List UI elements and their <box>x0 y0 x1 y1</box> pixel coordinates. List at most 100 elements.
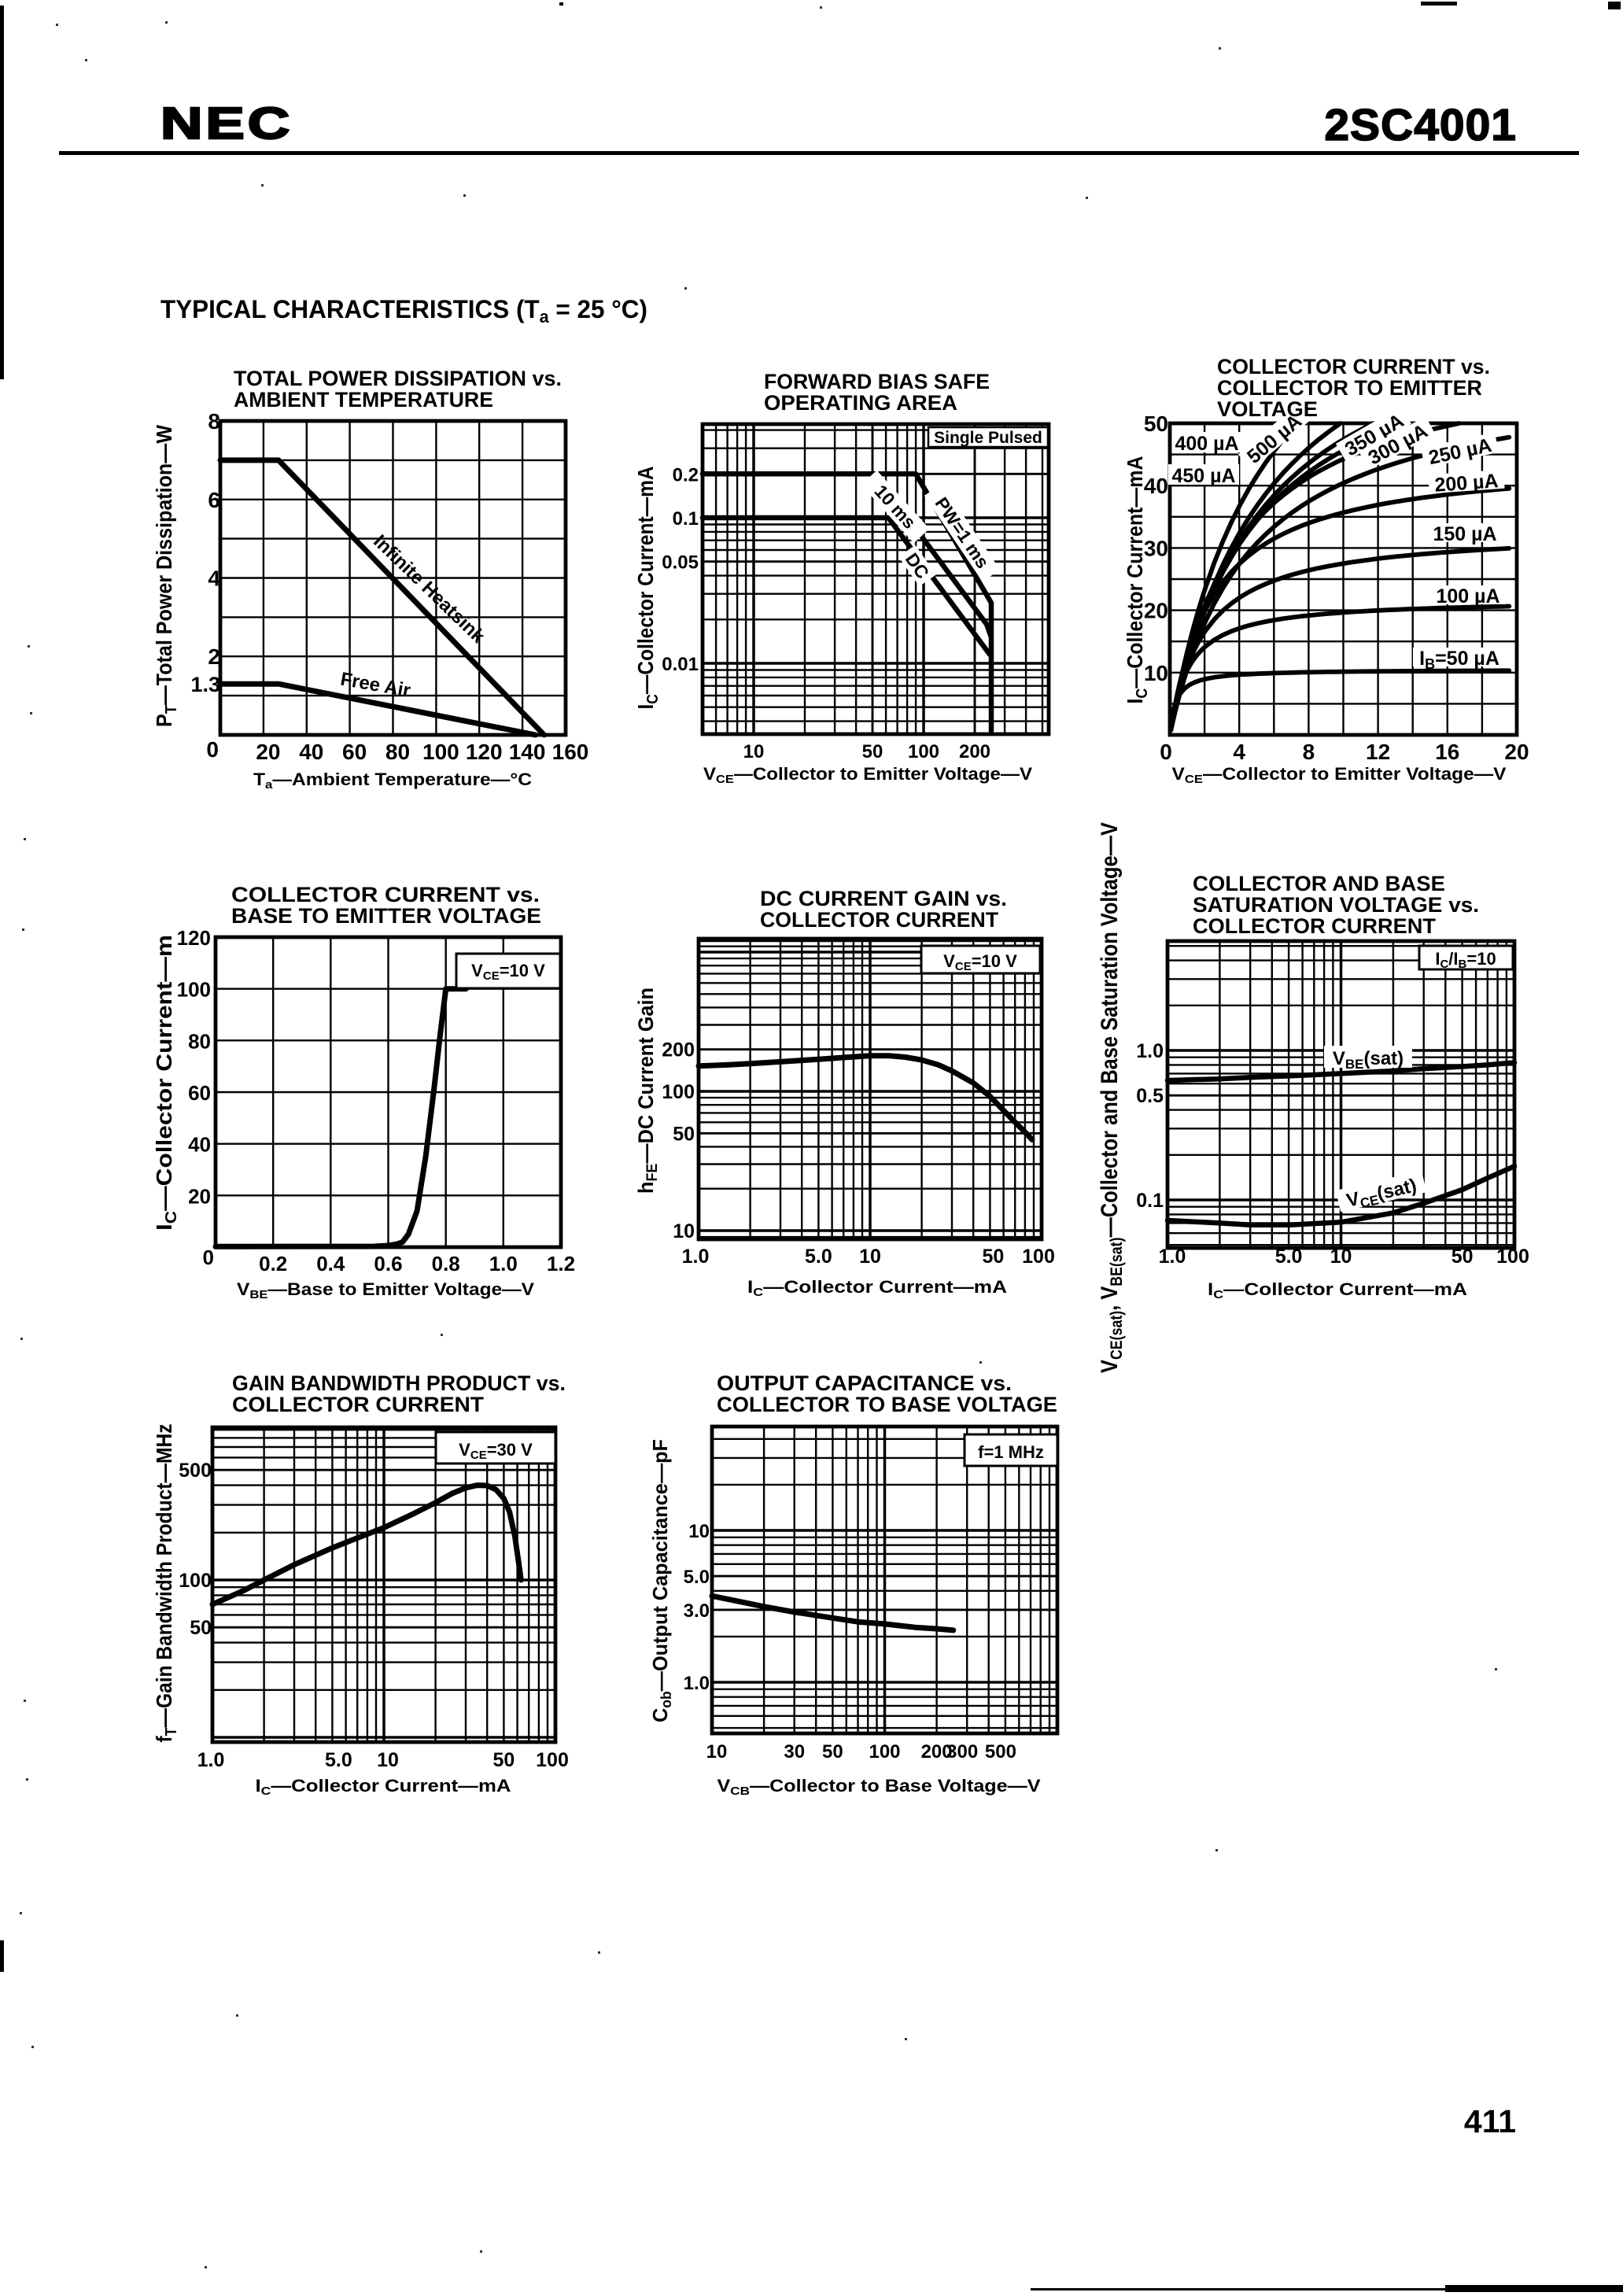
svg-text:200: 200 <box>959 741 990 762</box>
svg-text:50: 50 <box>982 1246 1004 1268</box>
svg-text:OPERATING AREA: OPERATING AREA <box>764 391 957 415</box>
svg-text:50: 50 <box>822 1741 843 1763</box>
svg-text:100: 100 <box>177 978 211 1002</box>
svg-text:1.0: 1.0 <box>489 1252 518 1275</box>
svg-text:IC​—Collector Current—m: IC​—Collector Current—m <box>152 935 180 1231</box>
svg-text:PT​—Total Power Dissipation—W: PT​—Total Power Dissipation—W <box>152 424 180 727</box>
svg-text:0.6: 0.6 <box>374 1252 402 1275</box>
svg-text:0.2: 0.2 <box>673 464 699 485</box>
svg-text:40: 40 <box>1144 474 1168 498</box>
svg-text:COLLECTOR TO EMITTER: COLLECTOR TO EMITTER <box>1217 376 1482 400</box>
svg-text:100: 100 <box>179 1570 212 1592</box>
svg-text:50: 50 <box>1451 1246 1474 1268</box>
svg-text:60: 60 <box>342 740 367 764</box>
svg-text:IC​—Collector Current—mA: IC​—Collector Current—mA <box>1123 456 1151 704</box>
svg-text:GAIN BANDWIDTH PRODUCT vs.: GAIN BANDWIDTH PRODUCT vs. <box>232 1371 566 1395</box>
svg-text:COLLECTOR CURRENT vs.: COLLECTOR CURRENT vs. <box>1217 355 1490 378</box>
svg-text:0.8: 0.8 <box>432 1252 460 1275</box>
svg-text:1.0: 1.0 <box>197 1749 225 1771</box>
svg-text:200: 200 <box>662 1039 695 1061</box>
svg-text:6: 6 <box>208 488 220 512</box>
svg-text:50: 50 <box>673 1123 695 1145</box>
svg-text:10: 10 <box>1330 1246 1352 1268</box>
svg-text:150 µA: 150 µA <box>1433 523 1496 545</box>
svg-text:VCE​—Collector to Emitter Volt: VCE​—Collector to Emitter Voltage—V <box>1172 764 1507 786</box>
svg-text:NEC: NEC <box>160 98 293 149</box>
svg-text:10: 10 <box>1144 661 1168 685</box>
svg-text:Ta​—Ambient Temperature—°C: Ta​—Ambient Temperature—°C <box>253 770 532 792</box>
svg-text:COLLECTOR CURRENT: COLLECTOR CURRENT <box>232 1393 485 1416</box>
svg-text:1.3: 1.3 <box>190 673 220 696</box>
svg-text:30: 30 <box>784 1741 805 1763</box>
svg-text:COLLECTOR TO BASE VOLTAGE: COLLECTOR TO BASE VOLTAGE <box>717 1393 1057 1416</box>
svg-text:8: 8 <box>208 409 220 434</box>
svg-text:50: 50 <box>190 1617 212 1639</box>
svg-text:0.5: 0.5 <box>1136 1085 1164 1107</box>
svg-text:20: 20 <box>1144 599 1168 623</box>
svg-text:hFE​—DC Current Gain: hFE​—DC Current Gain <box>634 987 661 1194</box>
svg-text:500: 500 <box>985 1741 1016 1763</box>
svg-text:100: 100 <box>422 740 459 764</box>
svg-text:2: 2 <box>208 644 220 669</box>
svg-text:100: 100 <box>1496 1246 1529 1268</box>
svg-text:0: 0 <box>1160 740 1172 764</box>
svg-text:VCE​—Collector to Emitter Volt: VCE​—Collector to Emitter Voltage—V <box>703 764 1032 786</box>
svg-text:3.0: 3.0 <box>684 1600 710 1622</box>
svg-text:IC​—Collector Current—mA: IC​—Collector Current—mA <box>256 1776 511 1798</box>
svg-text:5.0: 5.0 <box>1275 1246 1303 1268</box>
svg-text:IC​—Collector Current—mA: IC​—Collector Current—mA <box>747 1277 1007 1299</box>
svg-text:30: 30 <box>1144 536 1168 560</box>
svg-text:1.0: 1.0 <box>684 1673 710 1694</box>
svg-text:40: 40 <box>188 1133 211 1157</box>
svg-text:80: 80 <box>385 740 410 764</box>
svg-text:IC​—Collector Current—mA: IC​—Collector Current—mA <box>1208 1279 1467 1301</box>
svg-text:1.0: 1.0 <box>1159 1246 1186 1268</box>
svg-text:VCE(sat)​, VBE(sat)​—Collector: VCE(sat)​, VBE(sat)​—Collector and Base … <box>1097 822 1126 1373</box>
svg-text:5.0: 5.0 <box>325 1749 352 1771</box>
svg-text:4: 4 <box>1233 740 1245 764</box>
svg-text:50: 50 <box>492 1749 515 1771</box>
svg-text:100: 100 <box>1022 1246 1055 1268</box>
svg-text:0: 0 <box>203 1246 214 1269</box>
svg-text:VCE​=30 V: VCE​=30 V <box>459 1440 533 1462</box>
svg-text:100: 100 <box>908 741 939 762</box>
svg-text:f=1 MHz: f=1 MHz <box>978 1442 1044 1462</box>
svg-text:250 µA: 250 µA <box>1426 434 1493 469</box>
svg-text:IC​—Collector Current—mA: IC​—Collector Current—mA <box>633 467 662 710</box>
svg-text:300: 300 <box>946 1741 978 1763</box>
svg-text:160: 160 <box>552 740 589 764</box>
svg-text:AMBIENT TEMPERATURE: AMBIENT TEMPERATURE <box>234 388 493 412</box>
svg-text:500: 500 <box>179 1460 212 1482</box>
svg-text:VCB​—Collector to Base Voltage: VCB​—Collector to Base Voltage—V <box>717 1776 1041 1798</box>
svg-text:200 µA: 200 µA <box>1434 470 1499 496</box>
svg-text:100 µA: 100 µA <box>1436 585 1499 607</box>
svg-text:200: 200 <box>921 1741 953 1763</box>
svg-text:VOLTAGE: VOLTAGE <box>1217 397 1318 421</box>
svg-text:20: 20 <box>188 1184 211 1208</box>
svg-text:Cob​—Output Capacitance—pF: Cob​—Output Capacitance—pF <box>648 1439 674 1722</box>
svg-text:0.2: 0.2 <box>259 1252 287 1275</box>
svg-text:1.0: 1.0 <box>682 1246 710 1268</box>
svg-text:80: 80 <box>188 1029 211 1053</box>
svg-text:140: 140 <box>509 740 546 764</box>
svg-text:40: 40 <box>299 740 323 764</box>
svg-text:16: 16 <box>1435 740 1459 764</box>
svg-text:VBE​—Base to Emitter Voltage—V: VBE​—Base to Emitter Voltage—V <box>237 1279 534 1301</box>
svg-text:0.1: 0.1 <box>1136 1190 1164 1212</box>
svg-text:50: 50 <box>862 741 883 762</box>
svg-text:Infinite Heatsink: Infinite Heatsink <box>369 531 489 648</box>
svg-text:1.0: 1.0 <box>1136 1040 1164 1062</box>
svg-text:5.0: 5.0 <box>805 1246 832 1268</box>
svg-text:1.2: 1.2 <box>547 1252 575 1275</box>
svg-text:12: 12 <box>1366 740 1390 764</box>
svg-text:0.1: 0.1 <box>673 508 699 530</box>
svg-text:COLLECTOR CURRENT: COLLECTOR CURRENT <box>1193 914 1437 938</box>
svg-text:OUTPUT CAPACITANCE vs.: OUTPUT CAPACITANCE vs. <box>717 1371 1012 1395</box>
svg-text:450 µA: 450 µA <box>1171 465 1235 487</box>
svg-text:VCE​=10 V: VCE​=10 V <box>471 961 545 983</box>
svg-text:60: 60 <box>188 1081 211 1105</box>
svg-text:VCE​=10 V: VCE​=10 V <box>943 951 1017 973</box>
svg-text:20: 20 <box>256 740 280 764</box>
svg-text:fT​—Gain Bandwidth Product—MHz: fT​—Gain Bandwidth Product—MHz <box>152 1424 180 1743</box>
svg-text:10: 10 <box>377 1749 399 1771</box>
